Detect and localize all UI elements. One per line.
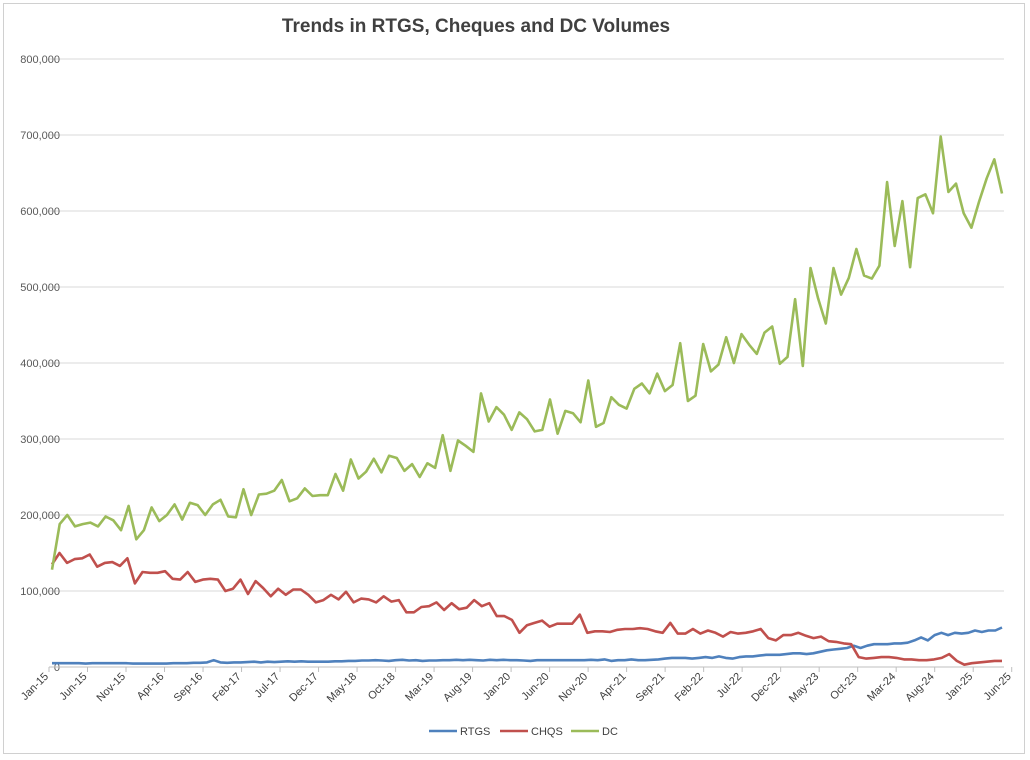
gridlines: [49, 58, 1004, 592]
x-tick-label: Jan-25: [943, 671, 975, 703]
x-tick-label: Jun-15: [57, 671, 89, 703]
y-tick-label: 0: [54, 662, 60, 674]
x-tick-label: Nov-15: [95, 671, 129, 705]
y-tick-label: 400,000: [20, 358, 60, 370]
x-tick-label: Mar-19: [403, 671, 436, 704]
x-tick-label: Aug-24: [903, 671, 937, 705]
y-tick-label: 800,000: [20, 54, 60, 66]
x-tick-label: Jul-17: [252, 671, 282, 701]
x-tick-label: Jun-20: [519, 671, 551, 703]
x-tick-label: Nov-20: [557, 671, 591, 705]
x-tick-label: Jan-15: [19, 671, 51, 703]
legend-label-rtgs: RTGS: [460, 726, 490, 738]
series-line-chqs: [50, 551, 1002, 667]
x-tick-label: Apr-21: [597, 671, 629, 703]
legend-label-dc: DC: [602, 726, 618, 738]
x-tick-label: Dec-22: [749, 671, 783, 705]
y-tick-label: 300,000: [20, 434, 60, 446]
x-tick-label: Jun-25: [982, 671, 1014, 703]
legend-label-chqs: CHQS: [531, 726, 563, 738]
chart-frame: Trends in RTGS, Cheques and DC Volumes 0…: [3, 3, 1025, 754]
x-tick-label: Jan-20: [481, 671, 513, 703]
y-tick-label: 100,000: [20, 586, 60, 598]
legend: RTGS CHQS DC: [429, 726, 618, 738]
y-tick-label: 700,000: [20, 130, 60, 142]
series-lines: [50, 135, 1004, 667]
x-tick-label: Oct-23: [828, 671, 860, 703]
x-tick-label: Feb-22: [673, 671, 706, 704]
series-line-rtgs: [52, 626, 1003, 665]
x-tick-label: Aug-19: [441, 671, 475, 705]
x-tick-label: Mar-24: [865, 671, 898, 704]
y-tick-label: 200,000: [20, 510, 60, 522]
y-tick-label: 600,000: [20, 206, 60, 218]
series-line-dc: [50, 135, 1004, 570]
x-tick-label: May-18: [325, 671, 359, 705]
x-tick-label: Sep-16: [172, 671, 206, 705]
chart-title: Trends in RTGS, Cheques and DC Volumes: [282, 16, 670, 37]
x-tick-label: May-23: [787, 671, 821, 705]
y-axis-ticks: 0 100,000 200,000 300,000 400,000 500,000 600,…: [20, 54, 60, 674]
x-tick-label: Jul-22: [715, 671, 745, 701]
x-tick-label: Sep-21: [634, 671, 668, 705]
x-tick-label: Dec-17: [287, 671, 321, 705]
line-chart: Trends in RTGS, Cheques and DC Volumes 0…: [19, 16, 1014, 738]
x-axis: Jan-15 Jun-15 Nov-15 Apr-16 Sep-16 Feb-17 Jul-…: [19, 666, 1014, 705]
x-tick-label: Oct-18: [366, 671, 398, 703]
x-tick-label: Feb-17: [211, 671, 244, 704]
x-tick-label: Apr-16: [135, 671, 167, 703]
y-tick-label: 500,000: [20, 282, 60, 294]
